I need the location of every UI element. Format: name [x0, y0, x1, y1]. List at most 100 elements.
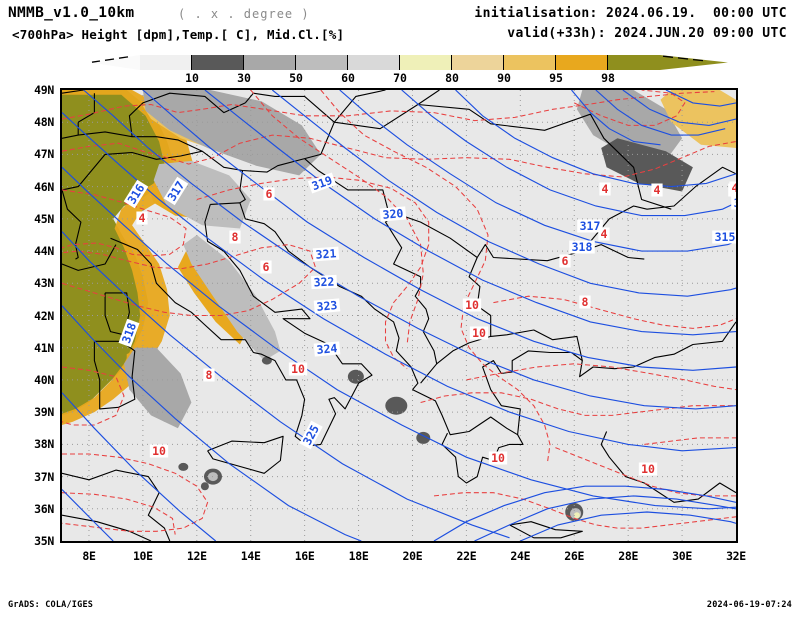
svg-text:10: 10: [641, 462, 655, 476]
lon-tick-label: 18E: [348, 549, 369, 563]
contour-label: 325: [299, 420, 323, 450]
svg-text:8: 8: [582, 295, 589, 309]
lon-tick-label: 28E: [618, 549, 639, 563]
lat-tick-label: 45N: [34, 211, 54, 226]
initialisation-time: initialisation: 2024.06.19. 00:00 UTC: [474, 6, 787, 21]
svg-text:318: 318: [119, 321, 139, 345]
lon-tick-label: 16E: [294, 549, 315, 563]
colorbar-segment: [504, 55, 556, 70]
contour-label: 4: [729, 181, 736, 195]
lon-tick-label: 20E: [402, 549, 423, 563]
contour-label: 10: [462, 298, 482, 312]
colorbar-tick-label: 50: [289, 71, 303, 85]
valid-time: valid(+33h): 2024.JUN.20 09:00 UTC: [507, 26, 787, 41]
colorbar-under-arrow: [90, 55, 140, 70]
lat-tick-label: 48N: [34, 115, 54, 130]
svg-text:6: 6: [266, 187, 273, 201]
lat-tick-label: 43N: [34, 276, 54, 291]
contour-label: 313: [731, 196, 736, 210]
lat-tick-label: 49N: [34, 83, 54, 97]
map-plot-area[interactable]: 3163173193203213223233243183253243233123…: [60, 88, 738, 543]
svg-text:321: 321: [315, 246, 337, 261]
colorbar-segment: [140, 55, 192, 70]
colorbar-tick-label: 70: [393, 71, 407, 85]
colorbar-over-arrow: [660, 55, 728, 70]
svg-text:10: 10: [472, 326, 486, 340]
lat-tick-label: 36N: [34, 501, 54, 516]
lat-tick-label: 40N: [34, 372, 54, 387]
model-title: NMMB_v1.0_10km: [8, 5, 135, 21]
colorbar-tick-label: 95: [549, 71, 563, 85]
svg-text:8: 8: [206, 368, 213, 382]
svg-text:318: 318: [572, 240, 593, 254]
map-canvas: 3163173193203213223233243183253243233123…: [62, 90, 736, 541]
lon-tick-label: 22E: [456, 549, 477, 563]
svg-text:4: 4: [654, 183, 661, 197]
colorbar-tick-label: 30: [237, 71, 251, 85]
lon-tick-label: 10E: [132, 549, 153, 563]
contour-label: 4: [136, 211, 148, 225]
svg-text:4: 4: [601, 227, 608, 241]
lon-tick-label: 24E: [510, 549, 531, 563]
lat-tick-label: 41N: [34, 340, 54, 355]
colorbar-segment: [400, 55, 452, 70]
contour-label: 8: [579, 295, 591, 309]
svg-text:319: 319: [310, 173, 334, 193]
footer-credit: GrADS: COLA/IGES: [8, 600, 94, 610]
contour-label: 320: [379, 206, 407, 222]
lat-tick-label: 38N: [34, 437, 54, 452]
lon-tick-label: 14E: [240, 549, 261, 563]
lon-tick-label: 26E: [564, 549, 585, 563]
contour-label: 10: [488, 451, 508, 465]
contour-label: 4: [651, 183, 663, 197]
contour-label: 324: [313, 341, 341, 357]
colorbar-segment: [192, 55, 244, 70]
lat-tick-label: 44N: [34, 244, 54, 259]
contour-label: 318: [569, 240, 595, 254]
svg-text:315: 315: [715, 230, 736, 244]
colorbar-segment: [608, 55, 660, 70]
svg-text:8: 8: [232, 230, 239, 244]
svg-text:4: 4: [139, 211, 146, 225]
contour-label: 4: [599, 182, 611, 196]
grid-resolution: ( . x . degree ): [178, 7, 310, 21]
colorbar-segment: [556, 55, 608, 70]
contour-label: 10: [469, 326, 489, 340]
lat-tick-label: 35N: [34, 534, 54, 548]
svg-text:6: 6: [562, 254, 569, 268]
svg-text:4: 4: [602, 182, 609, 196]
contour-label: 10: [149, 444, 169, 458]
lat-tick-label: 42N: [34, 308, 54, 323]
contour-label: 6: [559, 254, 571, 268]
contour-label: 6: [260, 260, 272, 274]
colorbar: 10 30 50 60 70 80 90 95 98: [90, 55, 728, 85]
svg-text:10: 10: [291, 362, 305, 376]
contour-label: 315: [712, 230, 736, 244]
colorbar-tick-label: 80: [445, 71, 459, 85]
svg-text:324: 324: [316, 341, 338, 357]
svg-text:6: 6: [263, 260, 270, 274]
contour-label: 6: [263, 187, 275, 201]
svg-text:313: 313: [734, 196, 736, 210]
colorbar-tick-label: 10: [185, 71, 199, 85]
colorbar-tick-label: 60: [341, 71, 355, 85]
contour-label: 10: [288, 362, 308, 376]
contour-label: 322: [310, 274, 338, 290]
contour-label: 10: [638, 462, 658, 476]
lon-tick-label: 30E: [672, 549, 693, 563]
chart-header: NMMB_v1.0_10km ( . x . degree ) <700hPa>…: [0, 0, 800, 48]
svg-text:10: 10: [465, 298, 479, 312]
colorbar-segment: [452, 55, 504, 70]
colorbar-segment: [244, 55, 296, 70]
svg-text:10: 10: [491, 451, 505, 465]
svg-text:323: 323: [316, 298, 338, 314]
svg-text:317: 317: [580, 219, 601, 233]
contour-label: 8: [229, 230, 241, 244]
colorbar-segment: [296, 55, 348, 70]
contour-label: 321: [312, 246, 340, 262]
lat-tick-label: 39N: [34, 405, 54, 420]
contour-label: 319: [307, 172, 337, 194]
svg-text:320: 320: [382, 206, 404, 222]
colorbar-tick-label: 90: [497, 71, 511, 85]
lon-tick-label: 8E: [82, 549, 96, 563]
